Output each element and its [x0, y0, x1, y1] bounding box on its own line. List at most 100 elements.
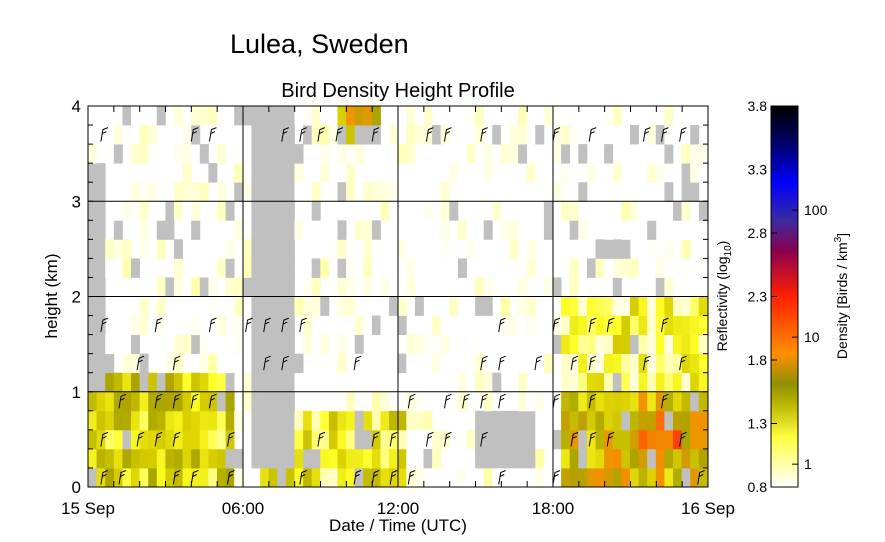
heatmap-cell: [595, 296, 605, 316]
heatmap-cell: [406, 144, 416, 164]
heatmap-cell: [260, 391, 270, 412]
heatmap-cell: [96, 239, 106, 259]
heatmap-cell: [681, 448, 691, 469]
heatmap-cell: [320, 448, 330, 469]
heatmap-cell: [389, 448, 399, 469]
heatmap-cell: [492, 372, 502, 393]
heatmap-cell: [690, 144, 700, 164]
heatmap-cell: [690, 448, 700, 469]
heatmap-cell: [182, 125, 192, 145]
wind-barb: [588, 355, 597, 371]
heatmap-cell: [131, 182, 140, 202]
wind-barb: [480, 431, 488, 447]
heatmap-cell: [698, 296, 708, 316]
heatmap-cell: [199, 144, 209, 164]
heatmap-cell: [535, 372, 545, 393]
heatmap-cell: [156, 201, 166, 221]
heatmap-cell: [260, 277, 270, 297]
heatmap-cell: [251, 277, 261, 297]
heatmap-cell: [174, 258, 183, 278]
heatmap-cell: [268, 448, 278, 469]
heatmap-cell: [475, 429, 485, 450]
heatmap-cell: [346, 410, 356, 431]
heatmap-cell: [148, 429, 158, 450]
heatmap-cell: [285, 315, 295, 335]
heatmap-cell: [217, 201, 226, 221]
heatmap-cell: [449, 201, 459, 221]
heatmap-cell: [199, 372, 209, 393]
heatmap-cell: [698, 448, 708, 469]
heatmap-cell: [311, 125, 321, 145]
heatmap-cell: [406, 201, 416, 221]
heatmap-cell: [578, 277, 588, 297]
heatmap-cell: [647, 125, 657, 145]
heatmap-cell: [260, 429, 270, 450]
heatmap-cell: [217, 391, 226, 412]
heatmap-cell: [664, 391, 674, 412]
heatmap-cell: [303, 429, 313, 450]
heatmap-cell: [156, 296, 166, 316]
heatmap-cell: [328, 448, 338, 469]
heatmap-cell: [208, 467, 218, 487]
colorbar-density-label-end: ]: [834, 233, 850, 237]
x-tick-label: 16 Sep: [681, 499, 735, 518]
heatmap-cell: [337, 277, 347, 297]
heatmap-cell: [131, 410, 140, 431]
heatmap-cell: [621, 258, 631, 278]
heatmap-cell: [199, 467, 209, 487]
heatmap-cell: [88, 353, 97, 374]
heatmap-cell: [414, 372, 424, 393]
heatmap-cell: [328, 391, 338, 412]
heatmap-cell: [423, 201, 433, 221]
wind-barb: [444, 431, 452, 447]
heatmap-cell: [380, 448, 390, 469]
heatmap-cell: [131, 144, 140, 164]
heatmap-cell: [320, 163, 330, 183]
heatmap-cell: [621, 334, 631, 354]
heatmap-cell: [638, 296, 648, 316]
heatmap-cell: [148, 125, 158, 145]
heatmap-cell: [88, 429, 97, 450]
heatmap-cell: [174, 467, 183, 487]
heatmap-cell: [139, 220, 149, 240]
heatmap-cell: [105, 353, 115, 374]
heatmap-cell: [277, 315, 287, 335]
heatmap-cell: [225, 467, 235, 487]
heatmap-cell: [690, 125, 700, 145]
heatmap-cell: [630, 353, 639, 374]
heatmap-cell: [156, 106, 166, 126]
heatmap-cell: [268, 410, 278, 431]
heatmap-cell: [363, 182, 373, 202]
heatmap-cell: [673, 201, 682, 221]
heatmap-cell: [380, 410, 390, 431]
heatmap-cell: [96, 315, 106, 335]
heatmap-cells: [88, 106, 708, 487]
heatmap-cell: [371, 429, 381, 450]
heatmap-cell: [612, 410, 622, 431]
heatmap-cell: [664, 429, 674, 450]
heatmap-cell: [552, 220, 562, 240]
heatmap-cell: [131, 372, 140, 393]
wind-barb: [154, 317, 163, 333]
heatmap-cell: [423, 334, 433, 354]
heatmap-cell: [294, 467, 304, 487]
heatmap-cell: [475, 277, 485, 297]
heatmap-cell: [621, 410, 631, 431]
heatmap-cell: [277, 296, 287, 316]
heatmap-cell: [96, 220, 106, 240]
wind-barb: [263, 355, 271, 371]
heatmap-cell: [191, 410, 201, 431]
heatmap-cell: [586, 429, 596, 450]
heatmap-cell: [191, 467, 201, 487]
heatmap-cell: [268, 467, 278, 487]
wind-barb: [335, 127, 344, 142]
heatmap-cell: [113, 467, 123, 487]
heatmap-cell: [552, 334, 562, 354]
wind-barb: [136, 431, 145, 447]
heatmap-cell: [561, 201, 571, 221]
heatmap-cell: [475, 410, 485, 431]
heatmap-cell: [320, 334, 330, 354]
heatmap-cell: [612, 125, 622, 145]
heatmap-cell: [96, 296, 106, 316]
heatmap-cell: [578, 353, 588, 374]
